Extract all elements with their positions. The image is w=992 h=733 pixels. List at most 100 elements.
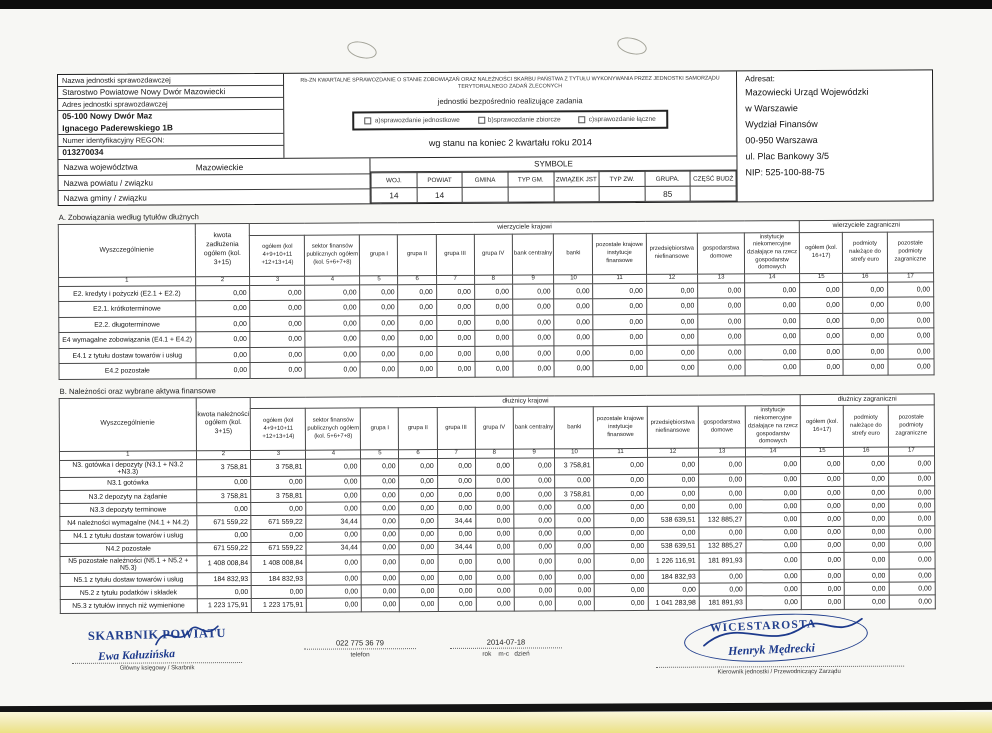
column-header: banki: [554, 407, 594, 449]
addressee-line: NIP: 525-100-88-75: [745, 166, 825, 178]
cell-value: 0,00: [746, 552, 802, 570]
column-number: 4: [305, 449, 361, 460]
column-header: bank centralny: [513, 407, 555, 449]
cell-value: 0,00: [843, 328, 888, 345]
cell-value: 0,00: [594, 527, 648, 541]
cell-value: 0,00: [593, 345, 647, 362]
head-signature-block: WICESTAROSTA Henryk Mędrecki Kierownik j…: [648, 608, 920, 675]
cell-value: 0,00: [306, 475, 362, 490]
cell-value: 0,00: [555, 553, 595, 571]
cell-value: 0,00: [698, 473, 746, 488]
column-header: instytucje niekomercyjne działające na r…: [745, 406, 801, 448]
cell-value: 0,00: [745, 499, 801, 514]
column-number: 3: [250, 276, 306, 286]
cell-value: 0,00: [594, 474, 648, 488]
symbol-column-header: POWIAT: [416, 172, 463, 188]
cell-value: 0,00: [746, 595, 802, 610]
cell-value: 0,00: [437, 527, 476, 542]
cell-value: 0,00: [436, 299, 475, 316]
row-label: N5.3 z tytułów innych niż wymienione: [60, 599, 197, 614]
form-title: Rb-ZN KWARTALNE SPRAWOZDANIE O STANIE ZO…: [300, 75, 720, 91]
cell-value: 0,00: [514, 597, 556, 611]
cell-value: 0,00: [513, 501, 556, 515]
cell-value: 0,00: [251, 476, 307, 490]
cell-value: 0,00: [305, 300, 361, 317]
cell-value: 0,00: [746, 582, 802, 597]
cell-value: 0,00: [888, 455, 935, 473]
cell-value: 0,00: [251, 502, 307, 516]
cell-value: 0,00: [437, 501, 476, 515]
cell-value: 0,00: [475, 554, 514, 572]
cell-value: 0,00: [594, 596, 648, 611]
cell-value: 0,00: [888, 472, 935, 487]
cell-value: 0,00: [398, 284, 437, 301]
cell-value: 0,00: [744, 344, 801, 361]
column-header: bank centralny: [512, 233, 555, 276]
row-label: N3.3 depozyty terminowe: [59, 502, 197, 517]
cell-value: 538 639,51: [647, 513, 699, 528]
phone-label: telefon: [350, 650, 370, 659]
column-header: sektor finansów publicznych ogółem (kol.…: [304, 234, 360, 277]
cell-value: 0,00: [360, 362, 399, 378]
cell-value: 0,00: [436, 284, 475, 300]
column-number: 6: [398, 275, 437, 285]
cell-value: 1 408 008,84: [196, 555, 252, 573]
cell-value: 0,00: [305, 362, 361, 379]
cell-value: 0,00: [196, 585, 252, 600]
cell-value: 0,00: [844, 499, 889, 513]
cell-value: 0,00: [475, 571, 514, 585]
cell-value: 0,00: [594, 500, 648, 515]
column-header: pozostałe podmioty zagraniczne: [887, 231, 934, 274]
row-label: N4.1 z tytułu dostaw towarów i usług: [59, 529, 197, 544]
cell-value: 0,00: [843, 313, 888, 329]
row-label: N5.1 z tytułu dostaw towarów i usług: [60, 572, 197, 587]
cell-value: 0,00: [594, 570, 648, 584]
cell-value: 0,00: [306, 554, 362, 573]
symbol-value: [507, 186, 554, 203]
cell-value: 0,00: [361, 598, 400, 612]
cell-value: 0,00: [437, 571, 476, 585]
cell-value: 3 758,81: [555, 487, 595, 502]
cell-value: 184 832,93: [196, 572, 252, 586]
column-number: 16: [843, 446, 889, 457]
cell-value: 0,00: [697, 282, 745, 299]
cell-value: 0,00: [888, 595, 936, 609]
cell-value: 0,00: [698, 526, 746, 540]
cell-value: 0,00: [745, 526, 801, 540]
cell-value: 0,00: [888, 551, 936, 570]
cell-value: 0,00: [698, 500, 746, 514]
signature-footer: SKARBNIK POWIATU Ewa Kałuzińska Główny k…: [60, 608, 936, 705]
cell-value: 0,00: [513, 474, 556, 489]
cell-value: 0,00: [474, 299, 513, 316]
section-b-table: Wyszczególnienie kwota należności ogółem …: [58, 393, 936, 614]
cell-value: 0,00: [800, 525, 845, 540]
cell-value: 0,00: [646, 360, 699, 377]
cell-value: 0,00: [250, 300, 306, 317]
cell-value: 0,00: [594, 540, 648, 554]
row-label: E4.2 pozostałe: [59, 363, 196, 380]
hole-punch-left: [345, 38, 379, 62]
cell-value: 0,00: [844, 569, 889, 583]
column-number: 3: [250, 450, 306, 460]
cell-value: 0,00: [436, 315, 475, 331]
cell-value: 0,00: [888, 499, 935, 513]
cell-value: 0,00: [697, 329, 745, 346]
column-number: 4: [304, 275, 360, 286]
cell-value: 0,00: [799, 282, 844, 299]
gmina-label: Nazwa gminy / związku: [63, 193, 147, 203]
cell-value: 34,44: [306, 541, 362, 556]
cell-value: 0,00: [594, 583, 648, 598]
cell-value: 0,00: [437, 584, 476, 598]
cell-value: 0,00: [475, 501, 514, 515]
cell-value: 538 639,51: [647, 539, 700, 554]
cell-value: 1 226 116,91: [647, 553, 700, 571]
cell-value: 0,00: [888, 582, 936, 596]
cell-value: 0,00: [250, 316, 306, 332]
addressee-line: Mazowiecki Urząd Wojewódzki: [745, 86, 869, 98]
cell-value: 0,00: [398, 346, 437, 363]
cell-value: 0,00: [799, 344, 844, 361]
cell-value: 0,00: [800, 499, 845, 514]
cell-value: 0,00: [513, 540, 556, 555]
cell-value: 0,00: [844, 582, 889, 596]
column-number: 7: [437, 449, 476, 459]
